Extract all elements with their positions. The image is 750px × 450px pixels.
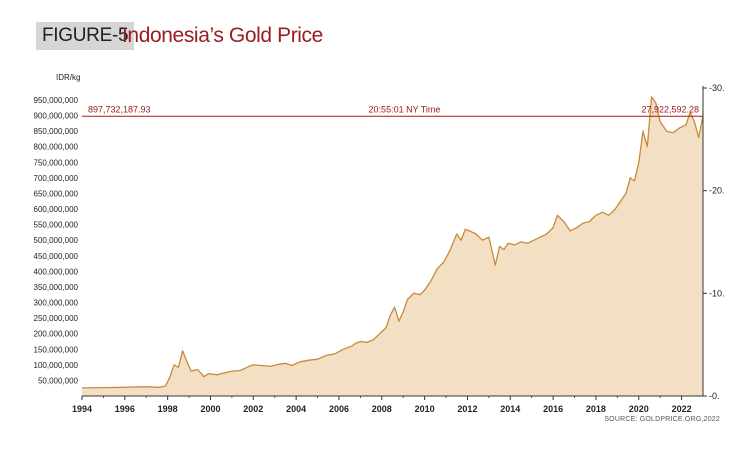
y-tick-label: 550,000,000 xyxy=(34,221,79,230)
y-tick-label: 50,000,000 xyxy=(38,376,79,385)
figure-label: FIGURE-5 xyxy=(36,22,135,50)
secondary-tick-label: -0. xyxy=(709,391,720,401)
secondary-tick-label: -20. xyxy=(709,186,725,196)
x-tick-label: 2018 xyxy=(586,404,606,414)
x-tick-label: 1998 xyxy=(158,404,178,414)
x-tick-label: 2020 xyxy=(629,404,649,414)
price-series-line xyxy=(81,96,704,389)
x-tick-label: 2002 xyxy=(243,404,263,414)
x-tick-label: 2014 xyxy=(500,404,520,414)
y-tick-label: 850,000,000 xyxy=(34,127,79,136)
y-tick-label: 100,000,000 xyxy=(34,361,79,370)
y-axis-unit: IDR/kg xyxy=(56,73,81,82)
y-tick-label: 950,000,000 xyxy=(34,96,79,105)
y-tick-label: 750,000,000 xyxy=(34,158,79,167)
x-tick-label: 2022 xyxy=(672,404,692,414)
x-tick-label: 1996 xyxy=(115,404,135,414)
price-area-fill xyxy=(82,96,703,397)
y-tick-label: 650,000,000 xyxy=(34,189,79,198)
y-tick-label: 400,000,000 xyxy=(34,267,79,276)
y-tick-label: 200,000,000 xyxy=(34,330,79,339)
secondary-tick-label: -10. xyxy=(709,288,725,298)
y-tick-label: 250,000,000 xyxy=(34,314,79,323)
y-tick-label: 300,000,000 xyxy=(34,299,79,308)
y-tick-label: 150,000,000 xyxy=(34,345,79,354)
secondary-tick-label: -30. xyxy=(709,83,725,93)
reference-right-label: 27,922,592.28 xyxy=(641,104,699,114)
x-tick-label: 2006 xyxy=(329,404,349,414)
x-tick-label: 2004 xyxy=(286,404,306,414)
x-tick-label: 2012 xyxy=(457,404,477,414)
y-tick-label: 800,000,000 xyxy=(34,143,79,152)
y-tick-label: 500,000,000 xyxy=(34,236,79,245)
x-tick-label: 1994 xyxy=(72,404,92,414)
y-tick-label: 600,000,000 xyxy=(34,205,79,214)
x-tick-label: 2010 xyxy=(415,404,435,414)
x-tick-label: 2016 xyxy=(543,404,563,414)
x-tick-label: 2000 xyxy=(200,404,220,414)
y-tick-label: 700,000,000 xyxy=(34,174,79,183)
reference-time-label: 20:55:01 NY Time xyxy=(369,104,441,114)
y-tick-label: 450,000,000 xyxy=(34,252,79,261)
reference-left-label: 897,732,187.93 xyxy=(88,104,151,114)
source-note: SOURCE: GOLDPRICE.ORG,2022 xyxy=(604,416,720,423)
y-tick-label: 350,000,000 xyxy=(34,283,79,292)
x-tick-label: 2008 xyxy=(372,404,392,414)
y-tick-label: 900,000,000 xyxy=(34,112,79,121)
chart-title: Indonesia’s Gold Price xyxy=(122,24,323,47)
